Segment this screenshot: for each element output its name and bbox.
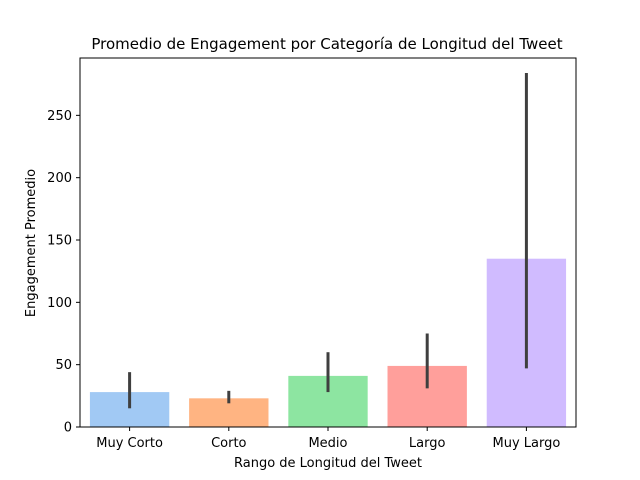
x-axis: Muy Corto Corto Medio Largo Muy Largo	[96, 427, 560, 451]
error-bars-group	[128, 72, 528, 409]
y-axis-label: Engagement Promedio	[24, 169, 39, 317]
x-tick-label: Largo	[409, 436, 446, 451]
x-tick-label: Muy Corto	[96, 436, 163, 451]
x-axis-label: Rango de Longitud del Tweet	[234, 456, 422, 471]
x-tick-label: Corto	[211, 436, 246, 451]
x-tick-label: Muy Largo	[492, 436, 560, 451]
bars-group	[89, 258, 567, 427]
y-tick-label: 150	[47, 234, 72, 249]
y-tick-label: 100	[47, 296, 72, 311]
x-tick-label: Medio	[308, 436, 347, 451]
y-tick-label: 250	[47, 109, 72, 124]
y-axis: 0 50 100 150 200 250	[47, 109, 80, 436]
y-tick-label: 0	[64, 421, 72, 436]
chart-title: Promedio de Engagement por Categoría de …	[91, 35, 562, 53]
y-tick-label: 50	[55, 358, 72, 373]
y-tick-label: 200	[47, 171, 72, 186]
